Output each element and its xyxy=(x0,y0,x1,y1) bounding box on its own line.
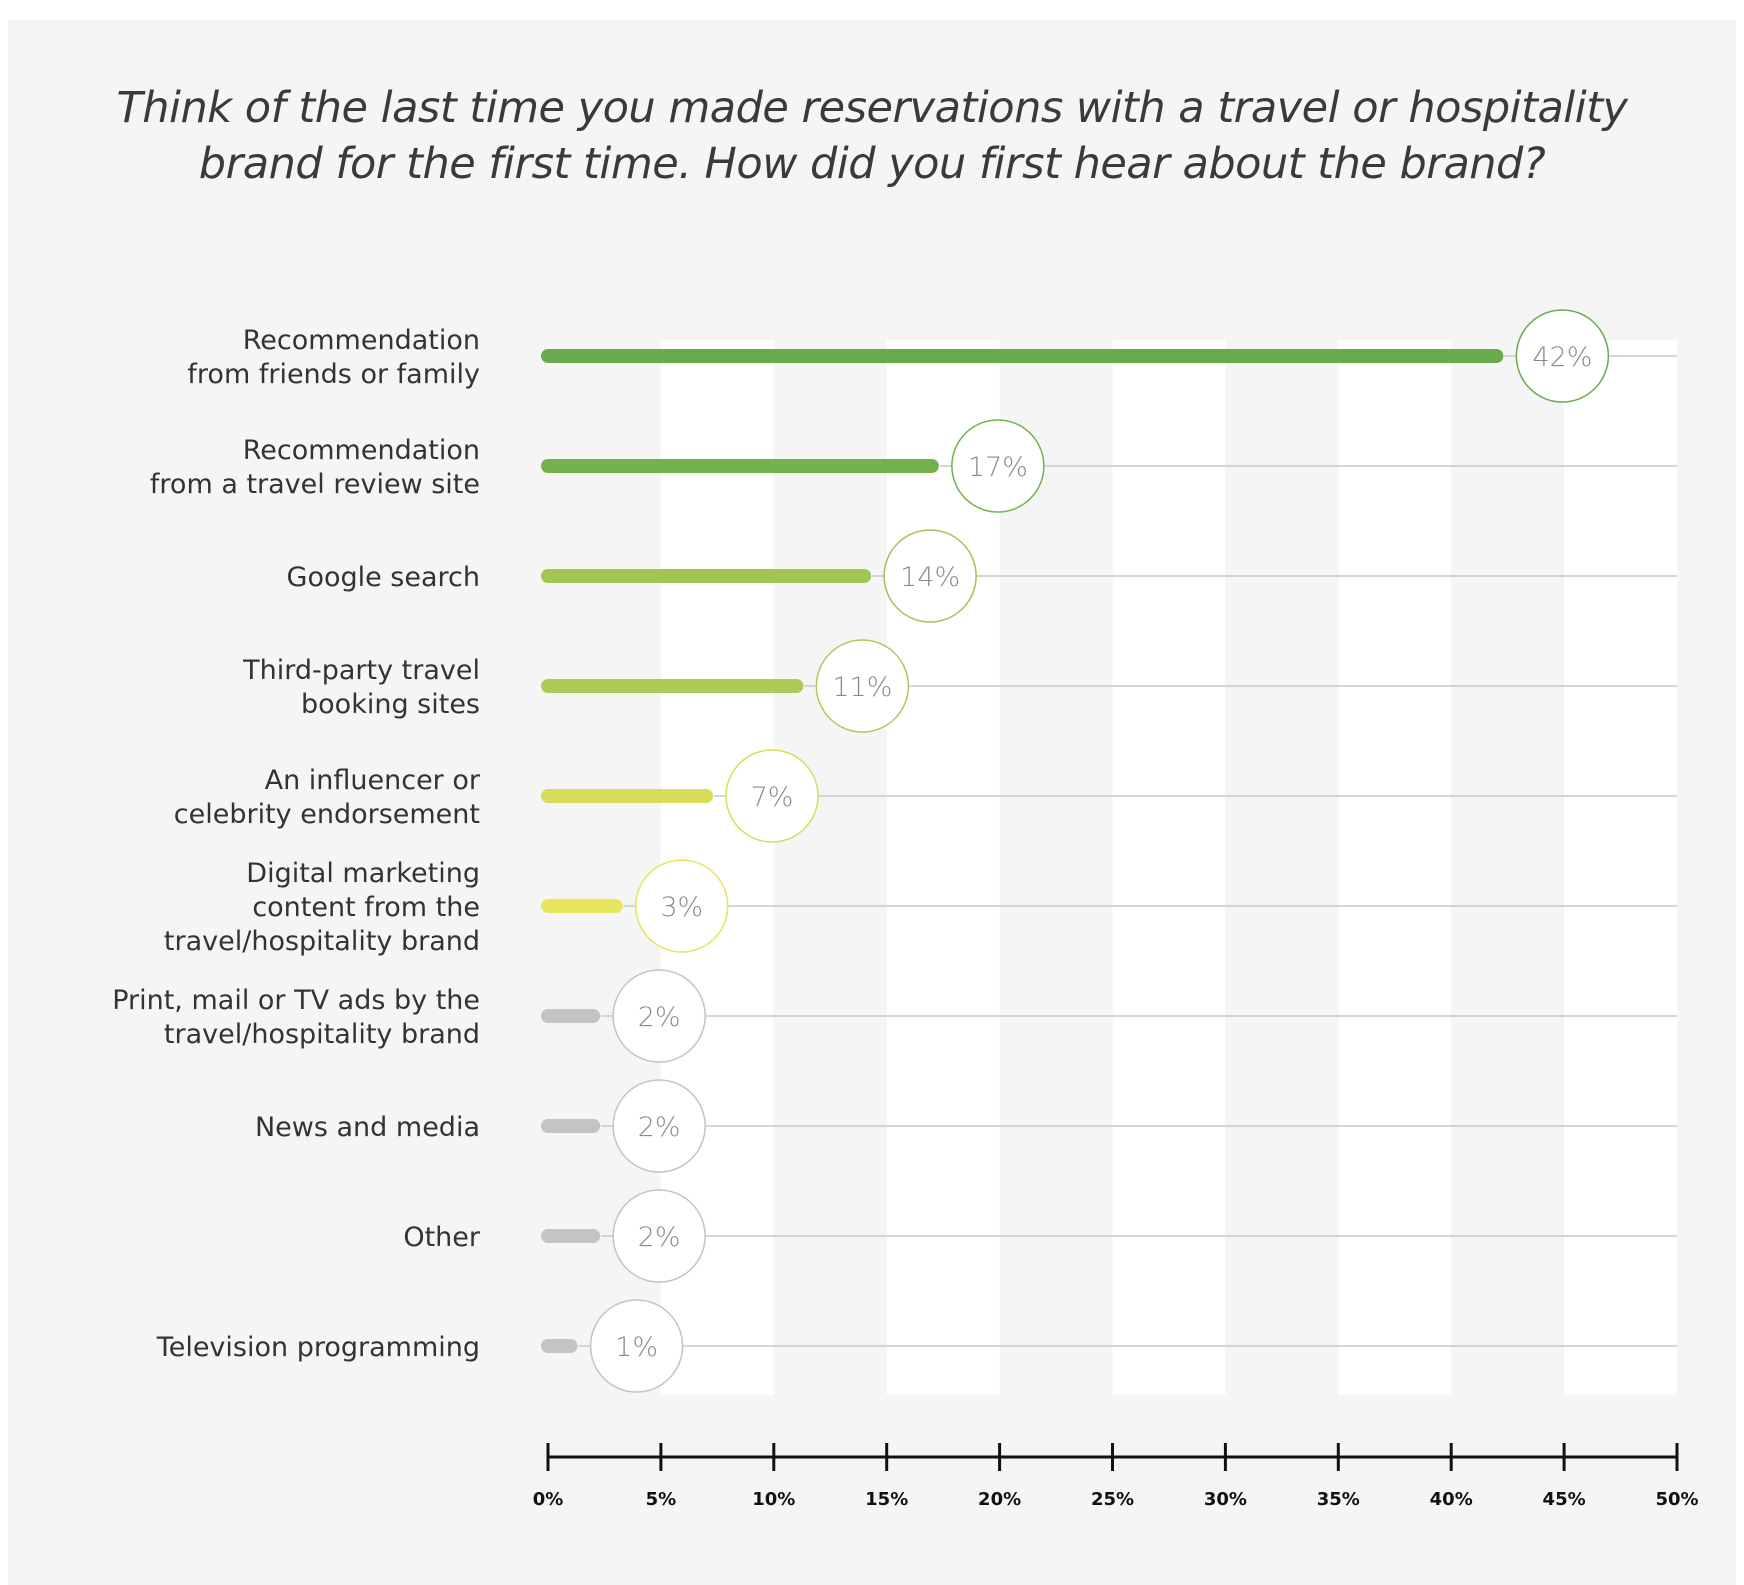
category-label: celebrity endorsement xyxy=(174,799,480,830)
x-tick-label: 25% xyxy=(1091,1489,1134,1510)
category-label: News and media xyxy=(255,1112,480,1143)
x-tick-label: 20% xyxy=(978,1489,1021,1510)
x-tick-label: 30% xyxy=(1204,1489,1247,1510)
category-label: Google search xyxy=(287,562,480,593)
x-tick-label: 5% xyxy=(646,1489,677,1510)
x-tick-label: 35% xyxy=(1317,1489,1360,1510)
x-tick-label: 0% xyxy=(533,1489,564,1510)
category-label: travel/hospitality brand xyxy=(164,926,480,957)
grid-band xyxy=(1112,340,1226,1395)
value-label: 2% xyxy=(638,1222,681,1253)
category-label: content from the xyxy=(252,892,480,923)
value-label: 14% xyxy=(900,562,960,593)
value-label: 2% xyxy=(638,1112,681,1143)
category-label: from a travel review site xyxy=(150,469,480,500)
category-label: Print, mail or TV ads by the xyxy=(112,985,480,1016)
category-label: from friends or family xyxy=(187,359,480,390)
value-label: 17% xyxy=(968,452,1028,483)
x-tick-label: 50% xyxy=(1655,1489,1698,1510)
category-label: Television programming xyxy=(156,1332,480,1363)
grid-band xyxy=(886,340,1000,1395)
category-label: booking sites xyxy=(301,689,480,720)
chart-title-line-1: Think of the last time you made reservat… xyxy=(116,83,1628,133)
value-circle xyxy=(815,639,910,733)
category-label: Other xyxy=(403,1222,481,1253)
grid-band xyxy=(1338,340,1452,1395)
value-circle xyxy=(725,749,819,843)
x-tick-label: 45% xyxy=(1543,1489,1586,1510)
value-circle xyxy=(589,1299,684,1393)
category-label: Recommendation xyxy=(243,435,480,466)
x-tick-label: 10% xyxy=(752,1489,795,1510)
value-circle xyxy=(634,859,729,953)
category-label: Recommendation xyxy=(243,325,480,356)
value-label: 11% xyxy=(832,672,892,703)
category-label: Third-party travel xyxy=(242,655,480,686)
value-label: 2% xyxy=(638,1002,681,1033)
value-circle xyxy=(612,969,706,1063)
value-label: 3% xyxy=(660,892,703,923)
category-label: An influencer or xyxy=(265,765,481,796)
value-circle xyxy=(951,419,1045,513)
chart-title-line-2: brand for the first time. How did you fi… xyxy=(198,139,1546,189)
x-tick-label: 40% xyxy=(1430,1489,1473,1510)
grid-band xyxy=(1564,340,1677,1395)
value-circle xyxy=(612,1079,706,1173)
value-circle xyxy=(612,1189,706,1283)
value-circle xyxy=(1515,309,1610,403)
value-label: 7% xyxy=(751,782,794,813)
value-label: 1% xyxy=(615,1332,658,1363)
chart-title: Think of the last time you made reservat… xyxy=(0,80,1744,192)
x-tick-label: 15% xyxy=(865,1489,908,1510)
value-label: 42% xyxy=(1532,342,1592,373)
category-label: Digital marketing xyxy=(246,858,480,889)
value-circle xyxy=(883,529,977,623)
category-label: travel/hospitality brand xyxy=(164,1019,480,1050)
